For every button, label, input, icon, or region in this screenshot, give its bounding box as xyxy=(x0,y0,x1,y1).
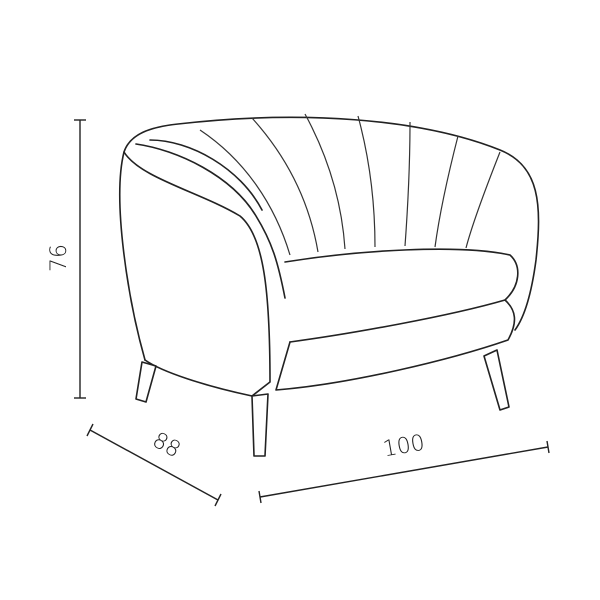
height-label: 76 xyxy=(47,244,72,272)
left-arm-front xyxy=(123,151,271,397)
leg-right xyxy=(483,349,510,411)
back-channels xyxy=(199,113,501,256)
seat-cushion xyxy=(284,248,519,343)
leg-back-left xyxy=(135,361,157,403)
arm-roll-inner xyxy=(149,139,263,211)
width-label: 100 xyxy=(381,431,427,463)
armchair xyxy=(119,113,540,457)
back-outline xyxy=(119,116,540,361)
seat-base xyxy=(275,299,516,391)
width-dimension: 100 xyxy=(258,431,550,504)
depth-label: 88 xyxy=(148,428,185,463)
arm-roll xyxy=(135,143,286,299)
height-dimension: 76 xyxy=(47,119,86,399)
depth-dimension: 88 xyxy=(86,423,222,507)
leg-front xyxy=(251,393,269,457)
